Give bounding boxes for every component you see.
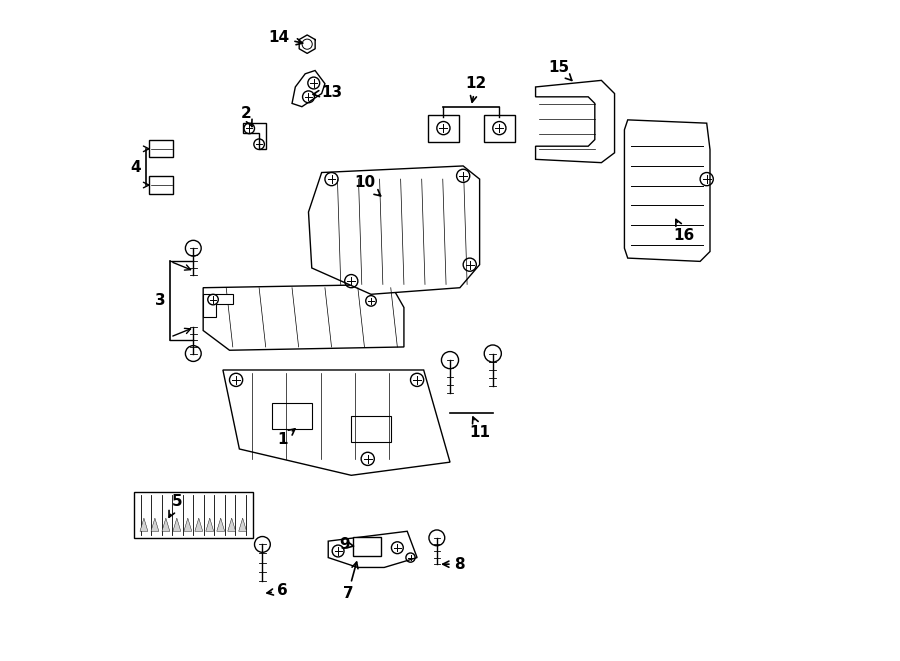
Text: 8: 8 bbox=[443, 557, 465, 572]
Text: 4: 4 bbox=[130, 160, 140, 175]
Text: 14: 14 bbox=[268, 30, 302, 45]
Polygon shape bbox=[243, 123, 266, 149]
Polygon shape bbox=[173, 518, 181, 531]
Text: 3: 3 bbox=[155, 293, 166, 309]
Polygon shape bbox=[140, 518, 148, 531]
Polygon shape bbox=[328, 531, 417, 567]
FancyBboxPatch shape bbox=[149, 176, 173, 194]
FancyBboxPatch shape bbox=[428, 114, 459, 141]
Text: 12: 12 bbox=[465, 76, 487, 102]
Polygon shape bbox=[223, 370, 450, 475]
FancyBboxPatch shape bbox=[149, 140, 173, 157]
FancyBboxPatch shape bbox=[134, 492, 253, 538]
Polygon shape bbox=[151, 518, 158, 531]
Polygon shape bbox=[206, 518, 213, 531]
Text: 5: 5 bbox=[169, 494, 182, 517]
Text: 1: 1 bbox=[277, 429, 295, 447]
Text: 16: 16 bbox=[673, 219, 694, 243]
Polygon shape bbox=[536, 81, 615, 163]
Text: 9: 9 bbox=[339, 537, 354, 552]
Polygon shape bbox=[238, 518, 247, 531]
Polygon shape bbox=[217, 518, 225, 531]
Polygon shape bbox=[228, 518, 236, 531]
FancyBboxPatch shape bbox=[484, 114, 515, 141]
Text: 6: 6 bbox=[267, 583, 287, 598]
Polygon shape bbox=[625, 120, 710, 261]
Polygon shape bbox=[203, 284, 404, 350]
Polygon shape bbox=[292, 71, 325, 106]
Text: 10: 10 bbox=[354, 175, 381, 196]
Polygon shape bbox=[194, 518, 202, 531]
Text: 7: 7 bbox=[343, 562, 358, 602]
FancyBboxPatch shape bbox=[353, 537, 381, 556]
Polygon shape bbox=[309, 166, 480, 294]
Text: 11: 11 bbox=[469, 417, 491, 440]
Text: 2: 2 bbox=[240, 106, 252, 126]
Text: 13: 13 bbox=[313, 85, 342, 100]
Polygon shape bbox=[184, 518, 192, 531]
Polygon shape bbox=[203, 294, 233, 317]
Polygon shape bbox=[162, 518, 170, 531]
Text: 15: 15 bbox=[548, 59, 572, 81]
